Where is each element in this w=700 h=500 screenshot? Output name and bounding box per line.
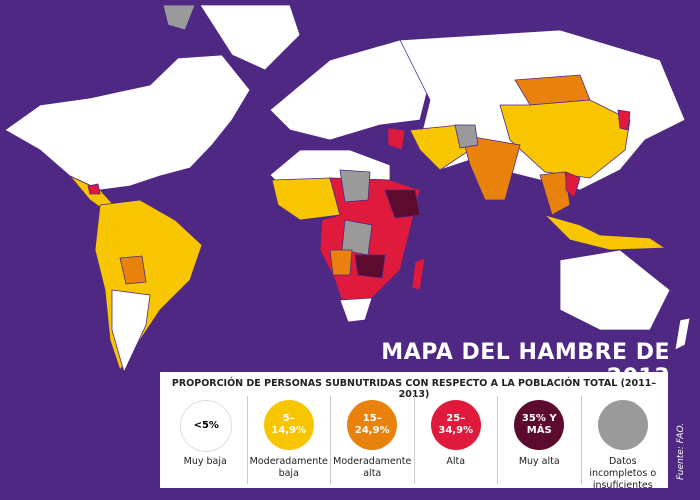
- legend-items: <5% Muy baja 5–14,9% Moderadamente baja 15–2…: [164, 396, 665, 491]
- laos: [565, 171, 581, 199]
- arctic-gray: [162, 4, 196, 31]
- iraq: [387, 127, 406, 151]
- legend-heading: PROPORCIÓN DE PERSONAS SUBNUTRIDAS CON R…: [171, 378, 657, 400]
- legend-swatch: <5%: [180, 400, 233, 452]
- australia: [559, 249, 671, 331]
- north-america: [4, 54, 251, 191]
- source-note: Fuente: FAO.: [676, 422, 686, 480]
- legend-description: Alta: [446, 456, 466, 467]
- india: [461, 134, 521, 201]
- legend-range: 35% Y MÁS: [521, 413, 557, 436]
- legend-item: 35% Y MÁS Muy alta: [497, 396, 581, 484]
- afghanistan-gray: [454, 124, 479, 149]
- south-america: [94, 199, 203, 371]
- legend-range: <5%: [193, 420, 219, 431]
- zambia: [354, 254, 386, 279]
- southern-cone: [111, 289, 151, 374]
- legend-item: 15–24,9% Moderadamente alta: [330, 396, 414, 484]
- horn-africa: [384, 189, 421, 219]
- legend-item: 25–34,9% Alta: [413, 396, 498, 484]
- legend-description: Muy alta: [518, 456, 560, 467]
- bolivia: [119, 255, 147, 285]
- middle-east: [409, 124, 471, 171]
- europe: [269, 39, 431, 141]
- legend-range: 15–24,9%: [354, 413, 390, 436]
- southeast-asia: [539, 171, 571, 216]
- legend-swatch: 15–24,9%: [347, 400, 398, 450]
- angola: [329, 249, 353, 276]
- legend: PROPORCIÓN DE PERSONAS SUBNUTRIDAS CON R…: [160, 372, 668, 491]
- legend-description: Moderadamente baja: [249, 456, 328, 479]
- indonesia: [543, 214, 667, 251]
- legend-swatch: 35% Y MÁS: [514, 400, 565, 450]
- legend-item: Datos incompletos o insuficientes: [580, 396, 665, 491]
- legend-swatch: [597, 400, 648, 450]
- legend-item: <5% Muy baja: [164, 396, 247, 484]
- guatemala: [87, 183, 101, 195]
- north-korea: [617, 109, 631, 131]
- legend-description: Datos incompletos o insuficientes: [589, 456, 657, 491]
- new-zealand: [674, 317, 691, 351]
- madagascar: [411, 257, 426, 291]
- legend-swatch: 5–14,9%: [263, 400, 314, 450]
- southern-africa: [339, 297, 373, 323]
- greenland: [199, 4, 301, 71]
- legend-range: 5–14,9%: [271, 413, 307, 436]
- legend-description: Muy baja: [183, 456, 227, 467]
- china: [499, 99, 631, 179]
- legend-item: 5–14,9% Moderadamente baja: [246, 396, 331, 484]
- africa-sahel: [271, 177, 341, 221]
- legend-swatch: 25–34,9%: [430, 400, 481, 450]
- legend-range: 25–34,9%: [438, 413, 474, 436]
- legend-description: Moderadamente alta: [333, 456, 412, 479]
